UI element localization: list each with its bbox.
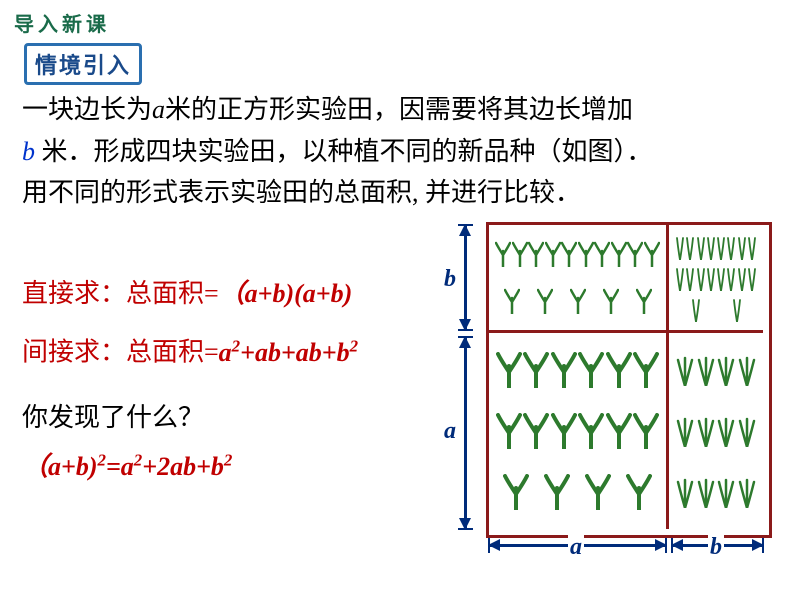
dim-label-b-v: b bbox=[442, 266, 458, 293]
dim-arrow-b-v bbox=[464, 225, 467, 330]
dim-label-a-v: a bbox=[442, 418, 458, 445]
dim-arrow-a-v bbox=[464, 337, 467, 529]
dim-label-a-h: a bbox=[568, 534, 584, 561]
var-a: a bbox=[152, 95, 165, 124]
cell-bottom-left bbox=[489, 333, 666, 529]
badge-container: 情境引入 bbox=[24, 43, 142, 85]
indirect-formula: 间接求：总面积=a2+ab+ab+b2 bbox=[22, 334, 358, 371]
text-seg: 一块边长为 bbox=[22, 95, 152, 124]
f1-label: 直接求：总面积= bbox=[22, 279, 219, 308]
problem-text: 一块边长为a米的正方形实验田，因需要将其边长增加 b 米．形成四块实验田，以种植… bbox=[0, 85, 794, 214]
section-header: 导入新课 bbox=[0, 0, 794, 37]
result-formula: （a+b)2=a2+2ab+b2 bbox=[22, 448, 232, 485]
cell-bottom-right bbox=[669, 333, 763, 529]
f3-expr: （a+b)2=a2+2ab+b2 bbox=[22, 452, 232, 481]
direct-formula: 直接求：总面积=（a+b)(a+b) bbox=[22, 276, 352, 312]
cell-top-left bbox=[489, 225, 666, 330]
text-seg: 米．形成四块实验田，以种植不同的新品种（如图）． bbox=[35, 137, 653, 166]
dim-label-b-h: b bbox=[708, 534, 724, 561]
f2-expr: a2+ab+ab+b2 bbox=[219, 338, 358, 367]
f1-expr: （a+b)(a+b) bbox=[219, 279, 353, 308]
var-b: b bbox=[22, 137, 35, 166]
cell-top-right bbox=[669, 225, 763, 330]
field-diagram: b a a b bbox=[436, 222, 776, 582]
question-text: 你发现了什么？ bbox=[22, 400, 204, 436]
f2-label: 间接求：总面积= bbox=[22, 338, 219, 367]
text-seg: 用不同的形式表示实验田的总面积, 并进行比较． bbox=[22, 178, 581, 207]
text-seg: 米的正方形实验田，因需要将其边长增加 bbox=[165, 95, 633, 124]
intro-badge: 情境引入 bbox=[24, 43, 142, 85]
